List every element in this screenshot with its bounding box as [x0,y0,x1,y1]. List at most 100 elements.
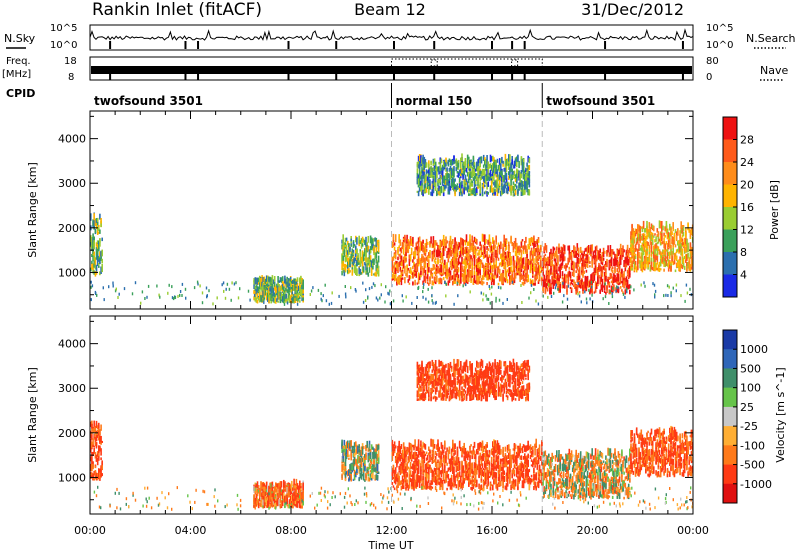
heat-cell [454,255,456,263]
heat-cell [433,240,436,245]
heat-cell [281,500,284,507]
heat-cell [449,235,452,243]
heat-cell [263,501,266,509]
heat-cell [493,240,495,249]
heat-cell [358,260,360,263]
heat-cell [434,161,437,169]
heat-cell [659,259,662,267]
heat-cell [279,503,282,507]
heat-cell [604,295,607,299]
heat-cell [91,284,94,288]
heat-cell [476,161,478,169]
heat-cell [93,260,95,268]
heat-cell [652,282,654,286]
heat-cell [365,236,367,244]
heat-cell [444,175,446,181]
heat-cell [90,445,92,453]
heat-cell [431,180,434,187]
heat-cell [522,276,525,282]
heat-cell [581,257,583,261]
heat-cell [580,300,582,304]
heat-cell [101,465,103,470]
heat-cell [689,264,692,272]
heat-cell [514,190,517,196]
heat-cell [261,295,263,298]
heat-cell [453,155,455,162]
heat-cell [408,275,411,281]
heat-cell [156,284,158,288]
heat-cell [358,260,360,265]
heat-cell [399,239,402,245]
heat-cell [532,264,534,268]
heat-cell [473,270,476,276]
heat-cell [617,249,620,256]
heat-cell [461,172,463,176]
heat-cell [519,246,521,250]
heat-cell [673,253,676,261]
heat-cell [536,244,539,251]
colorbar-swatch [723,184,737,208]
heat-cell [417,250,420,258]
heat-cell [422,239,424,244]
heat-cell [479,170,481,177]
heat-cell [512,175,515,179]
heat-cell [412,236,414,244]
heat-cell [589,291,591,295]
colorbar-tick-label: 4 [740,269,747,282]
heat-cell [493,161,495,168]
heat-cell [277,484,279,489]
heat-cell [566,289,568,295]
heat-cell [431,251,434,258]
heat-cell [309,293,311,296]
heat-cell [559,250,561,253]
heat-cell [646,241,648,245]
heat-cell [432,163,435,167]
heat-cell [502,273,504,278]
heat-cell [454,159,456,164]
heat-cell [649,264,652,272]
heat-cell [179,290,182,293]
heat-cell [438,191,440,196]
heat-cell [452,178,454,183]
heat-cell [272,484,275,488]
heat-cell [610,285,613,291]
heat-cell [100,467,102,475]
heat-cell [95,242,98,247]
heat-cell [293,278,295,284]
heat-cell [655,255,657,261]
heat-cell [301,278,303,285]
heat-cell [216,296,218,300]
heat-cell [402,241,405,250]
heat-cell [99,477,101,481]
heat-cell [374,244,376,248]
heat-cell [546,283,549,286]
heat-cell [355,252,357,258]
heat-cell [570,279,573,282]
heat-cell [513,177,516,180]
heat-cell [634,261,637,268]
heat-cell [454,186,456,190]
heat-cell [350,244,352,247]
heat-cell [284,500,286,508]
heat-cell [504,176,507,180]
heat-cell [518,160,520,169]
heat-cell [464,268,467,276]
heat-cell [646,243,648,249]
heat-cell [632,244,635,251]
heat-cell [643,233,646,238]
heat-cell [484,191,486,195]
heat-cell [621,289,623,292]
heat-cell [96,434,99,438]
heat-cell [479,255,481,258]
heat-cell [367,296,369,300]
heat-cell [439,157,442,162]
heat-cell [438,278,440,282]
heat-cell [99,251,101,257]
heat-cell [512,185,515,194]
heat-cell [453,244,455,253]
heat-cell [671,251,673,257]
heat-cell [417,184,420,188]
heat-cell [345,237,348,242]
heat-cell [448,248,451,252]
heat-cell [464,255,467,261]
